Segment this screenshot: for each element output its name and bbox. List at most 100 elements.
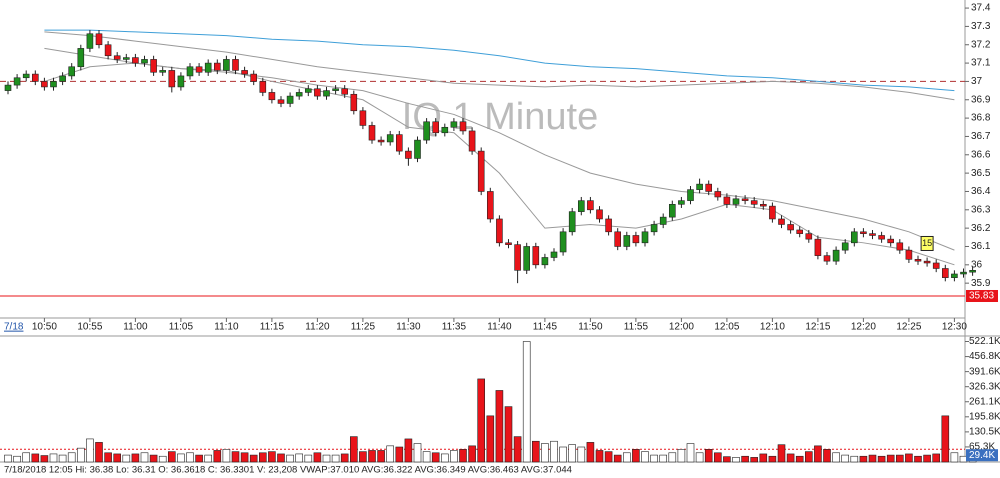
volume-tick-label: 65.3K xyxy=(969,442,995,453)
volume-bar xyxy=(368,450,376,463)
last-price-label: 35.83 xyxy=(969,291,994,302)
candle-body xyxy=(614,231,622,247)
candle-body xyxy=(31,73,39,82)
candle-body xyxy=(168,70,176,88)
volume-bar xyxy=(741,455,749,463)
candle-body xyxy=(223,59,230,71)
candle-body xyxy=(668,203,676,218)
candle-body xyxy=(405,150,412,159)
candle-body xyxy=(132,57,139,64)
volume-bar xyxy=(795,455,804,463)
volume-bar xyxy=(422,451,431,463)
volume-bar xyxy=(959,455,968,463)
x-tick-label: 12:20 xyxy=(851,322,876,333)
y-tick-label: 36.6 xyxy=(971,149,991,160)
candle-body xyxy=(459,121,467,132)
volume-bar xyxy=(668,452,677,463)
candle-body xyxy=(577,200,585,212)
candle-body xyxy=(141,59,148,64)
volume-bar xyxy=(550,440,558,463)
x-tick-label: 11:55 xyxy=(624,322,649,333)
candle-body xyxy=(559,231,567,253)
y-tick-label: 37.2 xyxy=(971,39,991,50)
volume-bar xyxy=(4,454,12,463)
volume-tick-label: 326.3K xyxy=(969,381,1000,392)
candle-body xyxy=(869,233,876,236)
x-tick-label: 10:50 xyxy=(32,322,57,333)
candle-body xyxy=(496,218,503,244)
candle-body xyxy=(95,33,103,46)
volume-tick-label: 130.5K xyxy=(969,427,1000,438)
volume-bar xyxy=(322,454,331,463)
candle-body xyxy=(77,48,85,68)
candle-body xyxy=(550,251,558,258)
candle-body xyxy=(687,189,694,201)
volume-bar xyxy=(213,450,222,463)
candle-body xyxy=(778,218,785,225)
candle-body xyxy=(186,66,194,77)
volume-bar xyxy=(258,452,267,463)
volume-bar xyxy=(541,443,549,463)
candle-body xyxy=(395,134,403,152)
volume-bar xyxy=(586,442,595,463)
x-tick-label: 10:55 xyxy=(77,322,102,333)
volume-bar xyxy=(277,453,285,463)
candle-body xyxy=(587,200,594,211)
candle-body xyxy=(878,235,885,240)
x-tick-label: 11:40 xyxy=(487,322,512,333)
x-tick-label: 11:05 xyxy=(169,322,194,333)
volume-bar xyxy=(823,449,831,463)
volume-bar xyxy=(632,449,640,463)
volume-bar xyxy=(49,453,58,463)
volume-bar xyxy=(723,456,731,463)
volume-bar xyxy=(923,454,931,463)
candle-body xyxy=(750,200,758,205)
volume-bar xyxy=(313,452,322,463)
candle-body xyxy=(432,121,440,134)
volume-bar xyxy=(22,452,31,463)
x-tick-label: 12:15 xyxy=(805,322,830,333)
candle-body xyxy=(541,257,549,266)
volume-bar xyxy=(40,455,49,463)
candle-body xyxy=(68,66,75,77)
candle-body xyxy=(477,150,485,192)
candle-body xyxy=(232,59,239,71)
x-tick-label: 11:15 xyxy=(260,322,285,333)
candle-body xyxy=(741,198,749,201)
volume-bar xyxy=(577,446,586,463)
candle-body xyxy=(832,249,840,262)
x-tick-label: 12:25 xyxy=(896,322,921,333)
volume-bar xyxy=(268,451,276,463)
candle-body xyxy=(568,211,576,233)
volume-last-label: 29.4K xyxy=(969,450,995,461)
volume-bar xyxy=(67,452,76,463)
candle-body xyxy=(941,268,949,278)
volume-bar xyxy=(95,442,103,463)
volume-bar xyxy=(750,457,759,463)
candle-body xyxy=(423,121,430,141)
candle-body xyxy=(441,126,449,134)
volume-bar xyxy=(804,451,813,463)
candle-body xyxy=(50,81,57,88)
volume-bar xyxy=(950,452,959,463)
volume-bar xyxy=(914,455,922,463)
candle-body xyxy=(896,242,904,251)
candle-body xyxy=(123,57,130,60)
candle-body xyxy=(13,77,21,86)
x-tick-label: 12:10 xyxy=(760,322,785,333)
volume-tick-label: 522.1K xyxy=(969,336,1000,347)
candle-body xyxy=(241,70,248,75)
volume-bar xyxy=(440,453,449,463)
y-tick-label: 36 xyxy=(971,259,983,270)
volume-bar xyxy=(477,378,486,463)
volume-bar xyxy=(186,452,194,463)
candle-body xyxy=(914,259,922,262)
volume-tick-label: 261.1K xyxy=(969,396,1000,407)
y-tick-label: 36.8 xyxy=(971,113,991,124)
volume-bar xyxy=(104,452,112,463)
volume-bar xyxy=(149,454,158,463)
volume-bar xyxy=(495,390,504,463)
candle-body xyxy=(468,130,476,152)
volume-bar xyxy=(604,451,613,463)
volume-bar xyxy=(814,445,822,463)
